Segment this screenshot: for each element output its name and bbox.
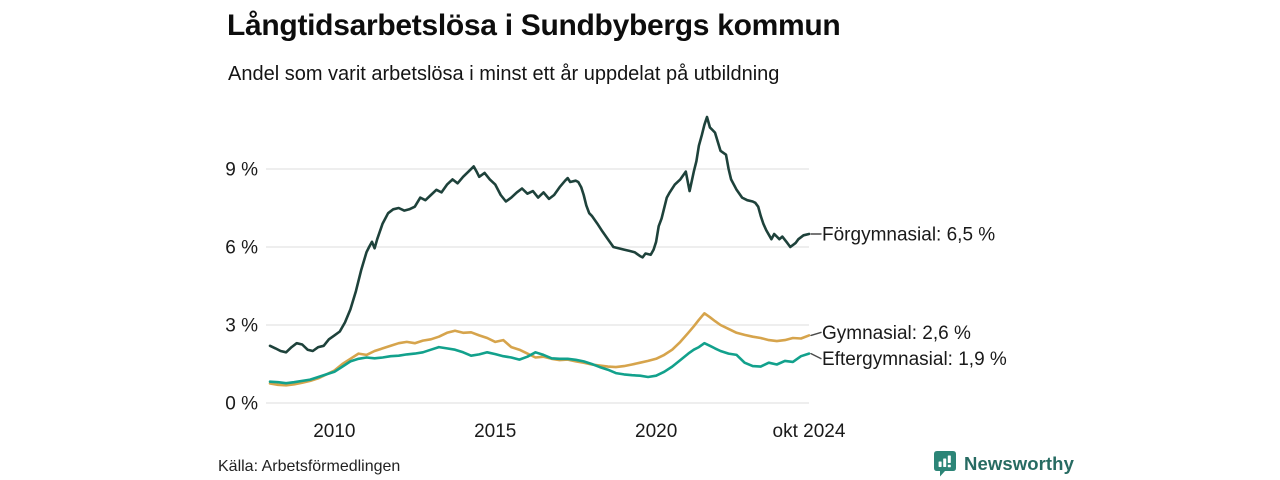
series-end-label-eftergymnasial: Eftergymnasial: 1,9 % bbox=[822, 349, 1007, 370]
series-end-label-gymnasial: Gymnasial: 2,6 % bbox=[822, 323, 971, 344]
y-axis-tick-label: 6 % bbox=[225, 238, 258, 259]
y-axis-tick-label: 3 % bbox=[225, 316, 258, 337]
chart-subtitle: Andel som varit arbetslösa i minst ett å… bbox=[228, 63, 780, 85]
series-line-gymnasial bbox=[268, 311, 811, 387]
x-axis-labels-group: 2010 2015 2020 okt 2024 bbox=[313, 421, 846, 442]
x-axis-tick-label: 2020 bbox=[635, 421, 677, 442]
newsworthy-logo-text: Newsworthy bbox=[964, 453, 1074, 474]
y-axis-labels-group: 0 % 3 % 6 % 9 % bbox=[225, 160, 258, 415]
series-line-forgymnasial bbox=[268, 115, 811, 354]
series-end-labels-group: Gymnasial: 2,6 % Eftergymnasial: 1,9 % För… bbox=[810, 225, 1007, 370]
series-end-label-forgymnasial: Förgymnasial: 6,5 % bbox=[822, 225, 995, 246]
bar-chart-speech-bubble-icon bbox=[934, 451, 956, 477]
series-group bbox=[268, 115, 811, 387]
x-axis-tick-label: 2010 bbox=[313, 421, 355, 442]
y-axis-tick-label: 9 % bbox=[225, 160, 258, 181]
gridlines-group bbox=[266, 168, 809, 404]
source-note: Källa: Arbetsförmedlingen bbox=[218, 458, 401, 475]
x-axis-tick-label: 2015 bbox=[474, 421, 516, 442]
chart-title: Långtidsarbetslösa i Sundbybergs kommun bbox=[227, 9, 841, 42]
series-label-leader bbox=[810, 352, 822, 360]
series-line-eftergymnasial bbox=[268, 341, 811, 385]
series-label-leader bbox=[810, 331, 822, 337]
x-axis-tick-label: okt 2024 bbox=[773, 421, 846, 442]
newsworthy-logo: Newsworthy bbox=[933, 450, 1074, 478]
y-axis-tick-label: 0 % bbox=[225, 394, 258, 415]
